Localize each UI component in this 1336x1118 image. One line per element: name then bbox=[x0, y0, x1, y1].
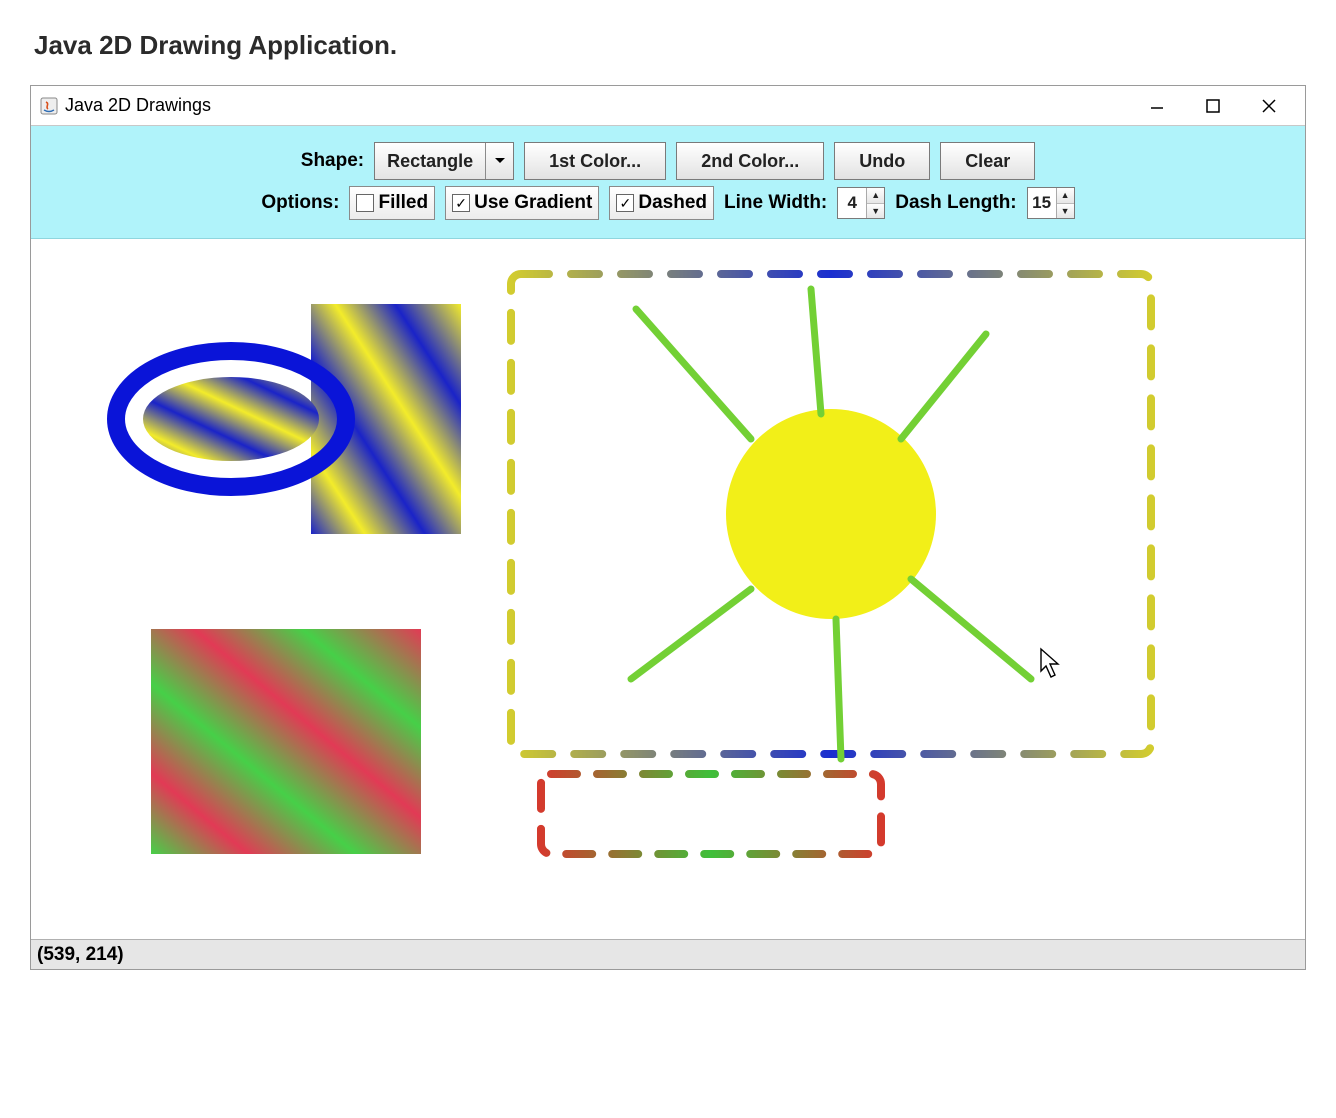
dashed-label: Dashed bbox=[638, 192, 707, 214]
close-button[interactable] bbox=[1255, 92, 1283, 120]
status-coords: (539, 214) bbox=[37, 944, 124, 966]
page-heading: Java 2D Drawing Application. bbox=[34, 30, 1306, 61]
line-width-spinner[interactable]: 4 ▲▼ bbox=[837, 187, 885, 219]
canvas-svg bbox=[31, 239, 1305, 939]
dash-length-value: 15 bbox=[1028, 188, 1056, 218]
line-width-label: Line Width: bbox=[724, 192, 827, 214]
line-width-value: 4 bbox=[838, 188, 866, 218]
titlebar: Java 2D Drawings bbox=[31, 86, 1305, 126]
dash-length-spinner[interactable]: 15 ▲▼ bbox=[1027, 187, 1075, 219]
statusbar: (539, 214) bbox=[31, 939, 1305, 969]
gradient-label: Use Gradient bbox=[474, 192, 592, 214]
shape-select-value: Rectangle bbox=[375, 151, 485, 172]
filled-checkbox-wrap[interactable]: Filled bbox=[349, 186, 435, 220]
shape-label: Shape: bbox=[301, 150, 364, 172]
application-window: Java 2D Drawings Shape: Rectangle 1st Co… bbox=[30, 85, 1306, 970]
dash-length-label: Dash Length: bbox=[895, 192, 1016, 214]
first-color-button[interactable]: 1st Color... bbox=[524, 142, 666, 180]
gradient-checkbox[interactable] bbox=[452, 194, 470, 212]
minimize-button[interactable] bbox=[1143, 92, 1171, 120]
dashed-checkbox-wrap[interactable]: Dashed bbox=[609, 186, 714, 220]
dashed-checkbox[interactable] bbox=[616, 194, 634, 212]
drawing-canvas[interactable] bbox=[31, 239, 1305, 939]
clear-button[interactable]: Clear bbox=[940, 142, 1035, 180]
chevron-down-icon bbox=[485, 143, 513, 179]
undo-button[interactable]: Undo bbox=[834, 142, 930, 180]
window-title: Java 2D Drawings bbox=[65, 95, 211, 116]
filled-label: Filled bbox=[378, 192, 428, 214]
java-icon bbox=[39, 96, 59, 116]
options-label: Options: bbox=[261, 192, 339, 214]
toolbar: Shape: Rectangle 1st Color... 2nd Color.… bbox=[31, 126, 1305, 239]
spinner-arrows-icon[interactable]: ▲▼ bbox=[866, 188, 884, 218]
maximize-button[interactable] bbox=[1199, 92, 1227, 120]
shape-select[interactable]: Rectangle bbox=[374, 142, 514, 180]
second-color-button[interactable]: 2nd Color... bbox=[676, 142, 824, 180]
spinner-arrows-icon[interactable]: ▲▼ bbox=[1056, 188, 1074, 218]
filled-checkbox[interactable] bbox=[356, 194, 374, 212]
gradient-checkbox-wrap[interactable]: Use Gradient bbox=[445, 186, 599, 220]
